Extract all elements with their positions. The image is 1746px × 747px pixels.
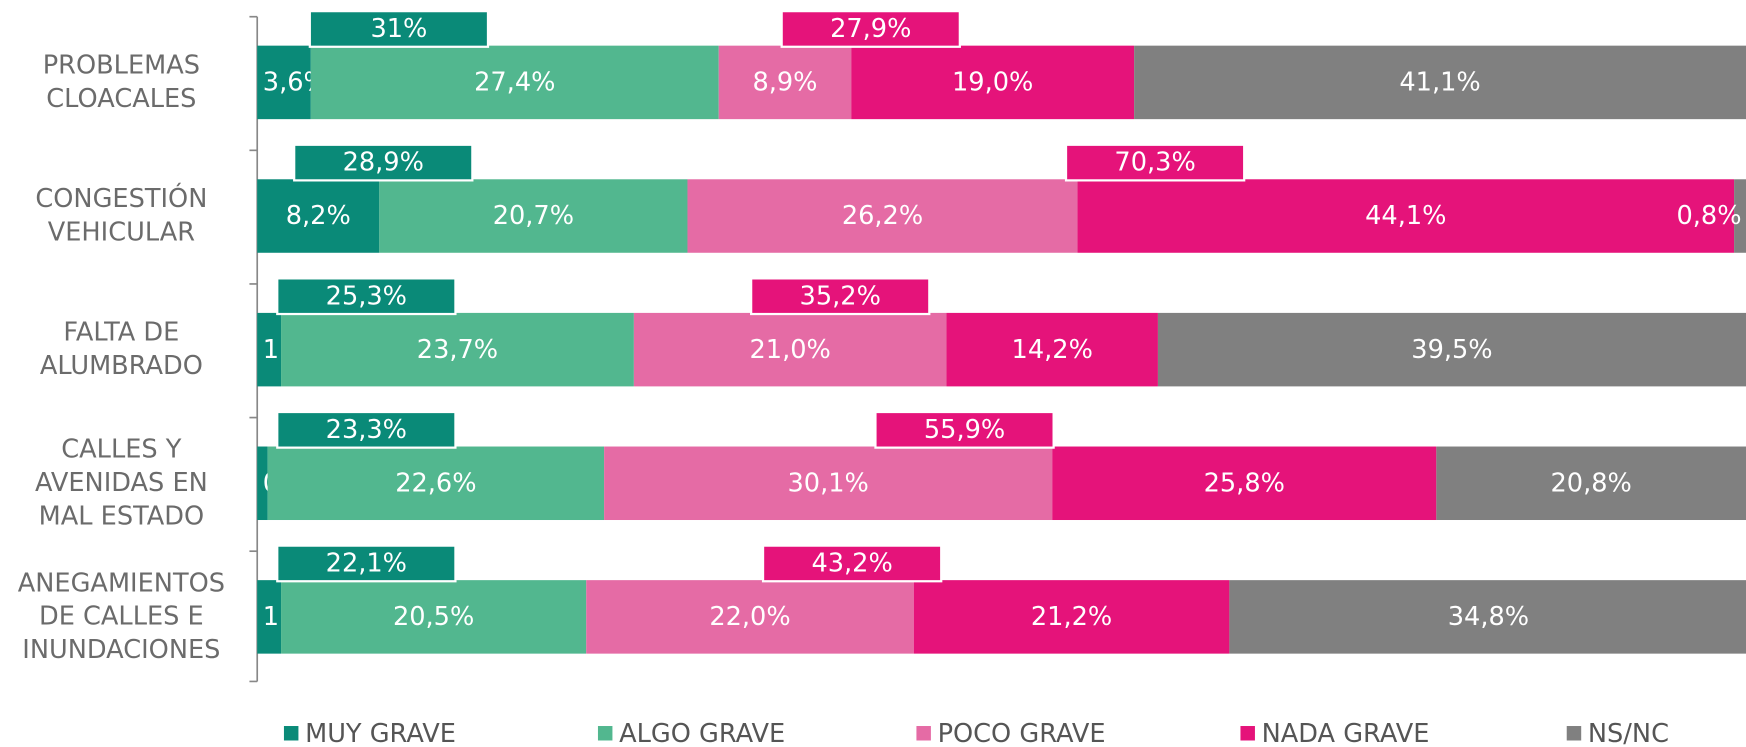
bar-segment	[913, 580, 1230, 654]
legend-label: POCO GRAVE	[938, 719, 1106, 747]
legend-swatch	[916, 726, 931, 741]
bar-segment	[718, 45, 852, 120]
value-label: 20,8%	[1550, 468, 1631, 498]
bar-segment	[257, 179, 380, 253]
value-label: 14,2%	[1012, 335, 1093, 365]
total-label: 22,1%	[326, 549, 407, 579]
total-box	[750, 277, 931, 316]
bar-segment	[267, 446, 605, 521]
value-label: 22,6%	[395, 468, 476, 498]
category-label: CALLES Y AVENIDAS EN MAL ESTADO	[34, 435, 208, 532]
bar-segment	[379, 179, 688, 253]
bar-segment	[586, 580, 914, 654]
value-label: 44,1%	[1365, 201, 1446, 231]
total-label: 23,3%	[326, 415, 407, 445]
value-label: 19,0%	[952, 68, 1033, 98]
value-label: 30,1%	[787, 468, 868, 498]
value-label: 26,2%	[842, 201, 923, 231]
category-label: FALTA DE ALUMBRADO	[39, 318, 203, 381]
value-label: 22,0%	[709, 602, 790, 632]
bar-segment	[946, 312, 1158, 387]
bar-segment	[1229, 580, 1746, 654]
bar-segment	[1134, 45, 1746, 120]
category-label: ANEGAMIENTOS DE CALLES E INUNDACIONES	[17, 569, 226, 665]
value-label: 0,8%	[1676, 201, 1741, 231]
total-label: 43,2%	[811, 549, 892, 579]
bar-segment	[310, 45, 719, 120]
bar-segment	[1734, 179, 1746, 253]
total-label: 25,3%	[326, 281, 407, 311]
legend-swatch	[1240, 726, 1255, 741]
total-label: 27,9%	[830, 14, 911, 44]
category-label: PROBLEMAS CLOACALES	[42, 51, 201, 114]
bar-segment	[281, 312, 634, 387]
value-label: 21,2%	[1031, 602, 1112, 632]
bar-segment	[257, 446, 268, 521]
legend-swatch	[283, 726, 299, 741]
bar-segment	[1157, 312, 1746, 387]
total-box	[276, 277, 457, 316]
total-label: 55,9%	[924, 415, 1005, 445]
total-box	[276, 544, 457, 583]
value-label: 34,8%	[1448, 602, 1529, 632]
value-label: 21,0%	[750, 335, 831, 365]
value-label: 20,7%	[493, 201, 574, 231]
total-label: 31%	[370, 14, 427, 44]
total-label: 28,9%	[343, 148, 424, 178]
total-label: 35,2%	[800, 281, 881, 311]
category-label: CONGESTIÓN VEHICULAR	[35, 184, 208, 248]
legend-label: ALGO GRAVE	[619, 719, 785, 747]
total-box	[1064, 143, 1246, 182]
legend-label: MUY GRAVE	[305, 719, 456, 747]
bar-segment	[257, 580, 282, 654]
value-label: 8,2%	[286, 201, 351, 231]
total-box	[276, 410, 457, 449]
total-box	[308, 10, 490, 48]
value-label: 23,7%	[417, 335, 498, 365]
bar-segment	[851, 45, 1135, 120]
bar-segment	[257, 45, 311, 120]
legend-swatch	[1566, 726, 1582, 741]
value-label: 8,9%	[752, 68, 817, 98]
legend-swatch	[597, 726, 613, 741]
legend-label: NADA GRAVE	[1262, 719, 1430, 747]
bar-segment	[281, 580, 587, 654]
total-label: 70,3%	[1114, 148, 1195, 178]
value-label: 39,5%	[1411, 335, 1492, 365]
total-box	[293, 143, 474, 182]
bar-segment	[1077, 179, 1735, 253]
bar-segment	[257, 312, 282, 387]
total-box	[780, 10, 961, 48]
value-label: 25,8%	[1204, 468, 1285, 498]
total-box	[874, 410, 1055, 449]
bar-segment	[687, 179, 1078, 253]
total-box	[761, 544, 943, 583]
bar-segment	[604, 446, 1053, 521]
bar-segment	[633, 312, 947, 387]
value-label: 27,4%	[474, 68, 555, 98]
bar-segment	[1436, 446, 1746, 521]
value-label: 20,5%	[393, 602, 474, 632]
bar-segment	[1052, 446, 1437, 521]
value-label: 41,1%	[1399, 68, 1480, 98]
legend-label: NS/NC	[1588, 719, 1669, 747]
